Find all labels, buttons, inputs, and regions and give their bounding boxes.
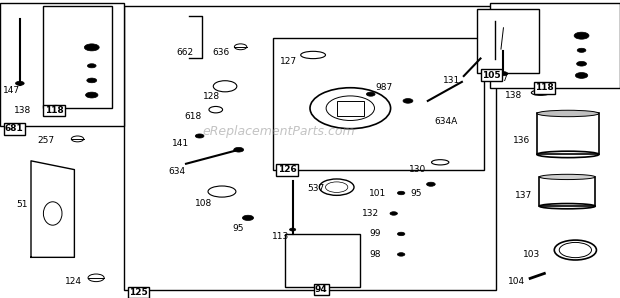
Bar bbox=[285, 234, 360, 287]
Text: 132: 132 bbox=[361, 209, 379, 218]
Text: 51: 51 bbox=[16, 200, 28, 209]
Text: 618: 618 bbox=[185, 112, 202, 122]
Text: 147: 147 bbox=[3, 86, 20, 94]
Text: 147: 147 bbox=[492, 74, 509, 83]
Circle shape bbox=[574, 32, 589, 39]
Circle shape bbox=[87, 78, 97, 83]
Text: 124: 124 bbox=[65, 277, 82, 286]
Text: 537: 537 bbox=[307, 184, 324, 193]
Circle shape bbox=[366, 92, 375, 96]
Text: 95: 95 bbox=[410, 189, 422, 198]
Circle shape bbox=[577, 61, 587, 66]
Text: 634: 634 bbox=[169, 167, 186, 176]
Bar bbox=[477, 9, 539, 73]
Circle shape bbox=[16, 81, 24, 86]
Circle shape bbox=[577, 48, 586, 52]
Bar bbox=[124, 6, 496, 290]
Text: 636: 636 bbox=[212, 48, 229, 57]
Circle shape bbox=[84, 44, 99, 51]
Circle shape bbox=[397, 191, 405, 195]
Text: 118: 118 bbox=[535, 83, 554, 92]
Text: 94: 94 bbox=[315, 285, 328, 294]
Text: 95: 95 bbox=[232, 224, 244, 233]
Circle shape bbox=[427, 182, 435, 186]
Circle shape bbox=[86, 92, 98, 98]
Circle shape bbox=[290, 228, 296, 231]
Circle shape bbox=[242, 215, 254, 221]
Text: 128: 128 bbox=[203, 92, 221, 101]
Text: 104: 104 bbox=[508, 277, 526, 286]
Text: 113: 113 bbox=[272, 232, 289, 241]
Text: 137: 137 bbox=[515, 191, 532, 201]
Circle shape bbox=[397, 232, 405, 236]
Text: 136: 136 bbox=[513, 136, 531, 145]
Text: 141: 141 bbox=[172, 139, 190, 148]
Text: 105: 105 bbox=[482, 71, 501, 80]
Circle shape bbox=[87, 64, 96, 68]
Text: 987: 987 bbox=[375, 83, 392, 92]
Circle shape bbox=[234, 148, 244, 152]
Bar bbox=[273, 38, 484, 170]
Text: 138: 138 bbox=[505, 91, 523, 100]
Text: 257: 257 bbox=[37, 136, 55, 145]
Bar bbox=[337, 101, 364, 116]
Bar bbox=[43, 6, 112, 108]
Bar bbox=[0, 3, 124, 126]
Circle shape bbox=[403, 99, 413, 103]
Text: 101: 101 bbox=[369, 189, 386, 198]
Text: 681: 681 bbox=[5, 124, 24, 133]
Text: 108: 108 bbox=[195, 199, 213, 208]
Text: 130: 130 bbox=[409, 165, 427, 174]
Circle shape bbox=[499, 72, 508, 76]
Text: 138: 138 bbox=[14, 106, 31, 115]
Text: 126: 126 bbox=[278, 165, 296, 174]
Text: 118: 118 bbox=[45, 106, 63, 115]
Circle shape bbox=[397, 253, 405, 256]
Circle shape bbox=[390, 212, 397, 215]
Circle shape bbox=[575, 72, 588, 78]
Text: 634A: 634A bbox=[434, 117, 458, 126]
Circle shape bbox=[195, 134, 204, 138]
Ellipse shape bbox=[539, 174, 595, 180]
Text: 131: 131 bbox=[443, 76, 461, 85]
Text: 662: 662 bbox=[177, 48, 194, 57]
Text: 99: 99 bbox=[369, 229, 381, 238]
Text: 103: 103 bbox=[523, 250, 540, 259]
Ellipse shape bbox=[537, 110, 599, 117]
Text: eReplacementParts.com: eReplacementParts.com bbox=[203, 125, 355, 138]
Bar bbox=[539, 177, 595, 206]
Text: 125: 125 bbox=[129, 288, 148, 297]
Text: 127: 127 bbox=[280, 57, 298, 66]
Bar bbox=[537, 114, 599, 154]
Bar bbox=[490, 3, 620, 88]
Text: 98: 98 bbox=[369, 250, 381, 259]
